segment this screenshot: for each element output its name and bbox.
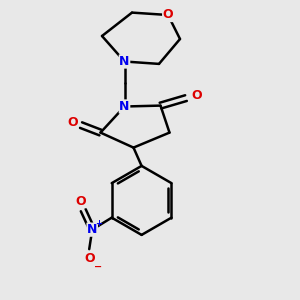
- Text: O: O: [84, 252, 94, 265]
- Text: O: O: [76, 195, 86, 208]
- Text: N: N: [87, 223, 98, 236]
- Text: +: +: [95, 218, 102, 227]
- Text: O: O: [67, 116, 78, 129]
- Text: −: −: [94, 262, 102, 272]
- Text: N: N: [119, 55, 130, 68]
- Text: O: O: [191, 89, 202, 102]
- Text: O: O: [163, 8, 173, 22]
- Text: N: N: [119, 100, 130, 113]
